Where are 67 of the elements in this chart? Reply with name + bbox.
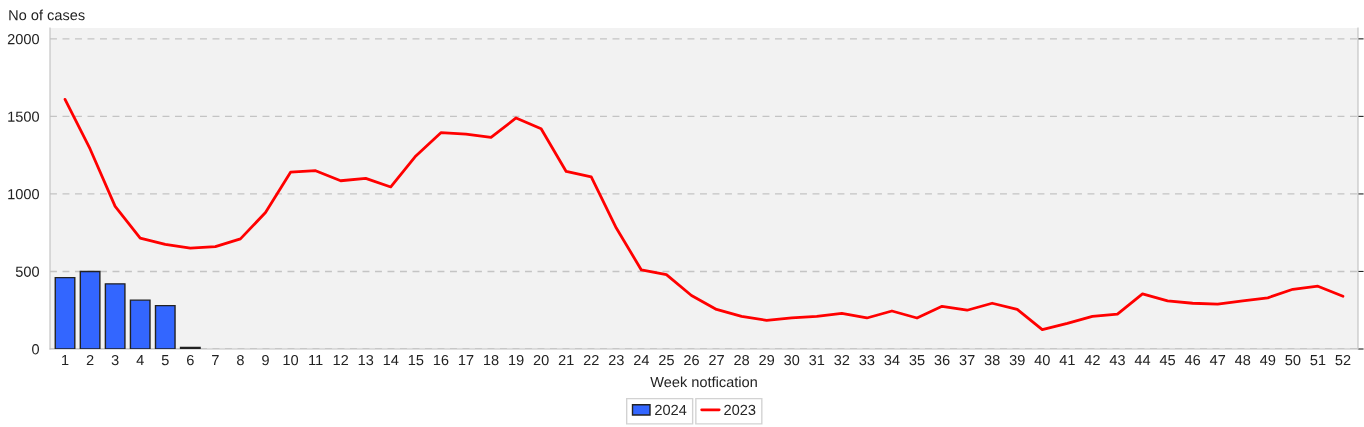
x-tick-label: 44: [1134, 355, 1151, 366]
x-tick-label: 1: [62, 355, 69, 366]
x-tick-label: 37: [959, 354, 975, 366]
x-tick-label: 5: [161, 355, 169, 366]
bar: [79, 270, 101, 349]
x-tick-label: 10: [283, 354, 299, 366]
x-tick-label: 19: [509, 354, 524, 366]
x-tick-label: 14: [383, 355, 399, 366]
x-tick-label: 18: [484, 354, 499, 366]
x-tick-label: 21: [558, 354, 574, 366]
y-tick-label: 1500: [8, 111, 40, 122]
x-tick-label: 34: [884, 354, 900, 366]
x-tick-label: 41: [1059, 355, 1075, 366]
bar: [54, 276, 76, 349]
x-tick-label: 6: [187, 354, 194, 366]
y-axis-title: No of cases: [9, 9, 85, 21]
x-tick-label: 39: [1009, 354, 1025, 366]
x-tick-label: 51: [1310, 355, 1326, 366]
x-tick-label: 33: [859, 354, 875, 366]
bar: [104, 283, 126, 349]
x-tick-label: 52: [1335, 354, 1351, 366]
x-tick-label: 23: [608, 354, 624, 366]
x-axis-title: Week notfication: [650, 376, 757, 388]
x-tick-label: 36: [934, 354, 950, 366]
y-tick-label: 2000: [7, 33, 40, 45]
x-tick-label: 46: [1184, 354, 1201, 366]
x-tick-label: 22: [583, 354, 599, 366]
x-tick-label: 29: [759, 354, 775, 366]
x-tick-label: 26: [684, 354, 699, 366]
x-tick-label: 38: [984, 354, 1000, 366]
x-tick-label: 17: [458, 355, 474, 366]
x-tick-label: 8: [237, 354, 244, 366]
x-tick-label: 49: [1260, 354, 1276, 366]
x-tick-label: 12: [333, 354, 349, 366]
bar: [154, 304, 176, 349]
y-tick-label: 0: [32, 344, 40, 355]
x-tick-label: 31: [809, 354, 825, 366]
x-tick-label: 28: [734, 354, 750, 366]
x-tick-label: 7: [212, 355, 219, 366]
x-tick-label: 25: [659, 354, 674, 366]
x-tick-label: 4: [136, 355, 144, 366]
y-tick-label: 1000: [8, 189, 40, 200]
x-tick-label: 11: [309, 355, 323, 366]
x-tick-label: 32: [834, 354, 850, 366]
x-tick-label: 20: [533, 354, 549, 366]
x-tick-label: 9: [262, 354, 269, 366]
x-tick-label: 42: [1084, 354, 1100, 366]
legend-label: 2023: [724, 404, 756, 416]
x-tick-label: 35: [909, 354, 925, 366]
x-tick-label: 13: [358, 354, 374, 366]
x-tick-label: 3: [111, 354, 119, 366]
y-tick-label: 500: [15, 266, 40, 277]
legend-label: 2024: [655, 404, 687, 416]
x-tick-label: 47: [1209, 355, 1226, 366]
x-tick-label: 45: [1159, 355, 1176, 366]
x-tick-label: 30: [784, 354, 800, 366]
x-tick-label: 48: [1234, 354, 1251, 366]
x-tick-label: 27: [709, 354, 724, 366]
x-tick-label: 16: [433, 354, 449, 366]
bar: [129, 299, 151, 349]
x-tick-label: 43: [1109, 354, 1125, 366]
x-tick-label: 15: [408, 355, 424, 366]
x-tick-label: 2: [86, 354, 94, 366]
x-tick-label: 40: [1034, 354, 1050, 366]
x-tick-label: 24: [633, 354, 650, 366]
line-series: [63, 97, 1345, 332]
x-tick-label: 50: [1285, 354, 1301, 366]
